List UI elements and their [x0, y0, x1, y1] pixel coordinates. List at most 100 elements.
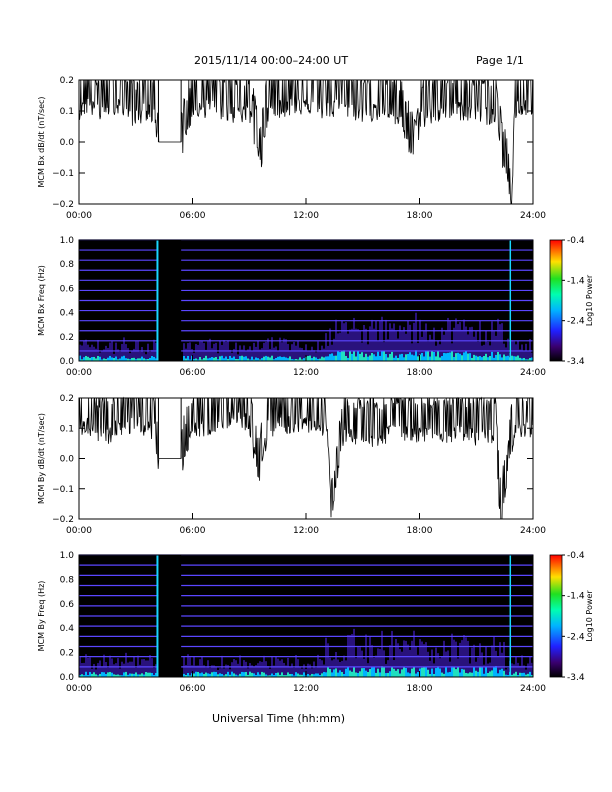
spectrogram-cell — [389, 671, 391, 677]
spectrogram-cell — [83, 340, 85, 358]
spectrogram-cell — [379, 649, 381, 673]
spectrogram-cell — [321, 356, 323, 361]
spectrogram-cell — [325, 356, 327, 361]
y-tick-label: 0.1 — [60, 107, 74, 117]
spectrogram-cell — [257, 340, 259, 359]
spectrogram-cell — [149, 351, 151, 358]
spectrogram-cell — [151, 349, 153, 356]
spectrogram-cell — [241, 349, 243, 356]
spectrogram-cell — [119, 675, 121, 677]
spectrogram-cell — [79, 355, 81, 361]
spectrogram-cell — [369, 636, 371, 669]
spectrogram-cell — [205, 349, 207, 356]
spectrogram-cell — [477, 356, 479, 361]
spectrogram-cell — [287, 672, 289, 677]
spectrogram-cell — [493, 357, 495, 361]
spectrogram-cell — [517, 340, 519, 356]
spectrogram-cell — [513, 664, 515, 674]
spectrogram-cell — [445, 666, 447, 677]
spectrogram-cell — [127, 662, 129, 675]
spectrogram-cell — [517, 662, 519, 676]
spectrogram-cell — [357, 672, 359, 677]
spectrogram-cell — [413, 630, 415, 667]
spectrogram-cell — [425, 323, 427, 351]
spectrogram-cell — [467, 673, 469, 677]
spectrogram-cell — [403, 327, 405, 358]
spectrogram-cell — [523, 357, 525, 361]
spectrogram-cell — [427, 350, 429, 361]
spectrogram-cell — [429, 673, 431, 677]
spectrogram-cell — [195, 665, 197, 672]
spectrogram-cell — [481, 652, 483, 668]
spectrogram-cell — [323, 671, 325, 677]
x-tick-label: 00:00 — [66, 684, 92, 694]
spectrogram-cell — [341, 671, 343, 677]
spectrogram-cell — [485, 353, 487, 361]
spectrogram-cell — [315, 357, 317, 361]
spectrogram-cell — [293, 359, 295, 361]
spectrogram-cell — [487, 663, 489, 673]
spectrogram-cell — [399, 325, 401, 355]
spectrogram-cell — [519, 349, 521, 358]
y-tick-label: −0.1 — [52, 169, 74, 179]
spectrogram-cell — [145, 671, 147, 677]
x-tick-label: 24:00 — [520, 211, 546, 221]
spectrogram-cell — [401, 353, 403, 361]
spectrogram-cell — [289, 350, 291, 357]
spectrogram-cell — [139, 664, 141, 675]
spectrogram-cell — [291, 663, 293, 674]
spectrogram-cell — [203, 665, 205, 674]
spectrogram-cell — [307, 351, 309, 356]
spectrogram-cell — [523, 665, 525, 673]
spectrogram-cell — [517, 675, 519, 677]
spectrogram-cell — [301, 359, 303, 361]
spectrogram-cell — [427, 341, 429, 351]
spectrogram-cell — [343, 323, 345, 351]
spectrogram-cell — [245, 350, 247, 357]
spectrogram-cell — [107, 348, 109, 358]
spectrogram-cell — [219, 673, 221, 677]
spectrogram-cell — [513, 673, 515, 677]
spectrogram-cell — [155, 664, 157, 673]
spectrogram-cell — [205, 355, 207, 361]
x-tick-label: 12:00 — [293, 684, 319, 694]
spectrogram-cell — [95, 348, 97, 359]
spectrogram-cell — [421, 352, 423, 361]
spectrogram-cell — [499, 354, 501, 361]
colorbar-tick-label: -3.4 — [567, 357, 585, 367]
spectrogram-cell — [373, 354, 375, 361]
spectrogram-cell — [97, 355, 99, 361]
spectrogram-cell — [209, 673, 211, 677]
spectrogram-cell — [141, 346, 143, 357]
spectrogram-cell — [497, 673, 499, 677]
spectrogram-cell — [365, 670, 367, 677]
spectrogram-cell — [479, 666, 481, 677]
spectrogram-cell — [275, 357, 277, 361]
spectrogram-cell — [229, 669, 231, 675]
spectrogram-cell — [337, 333, 339, 351]
spectrogram-cell — [377, 668, 379, 677]
spectrogram-cell — [197, 359, 199, 361]
spectrogram-cell — [501, 668, 503, 677]
spectrogram-cell — [213, 665, 215, 672]
x-tick-label: 06:00 — [180, 211, 206, 221]
spectrogram-cell — [235, 674, 237, 677]
spectrogram-cell — [437, 653, 439, 667]
spectrogram-cell — [191, 349, 193, 356]
spectrogram-cell — [255, 346, 257, 358]
spectrogram-cell — [241, 671, 243, 677]
spectrogram-cell — [487, 672, 489, 677]
spectrogram-cell — [183, 656, 185, 674]
spectrogram-cell — [311, 668, 313, 674]
spectrogram-cell — [327, 643, 329, 667]
spectrogram-cell — [233, 658, 235, 674]
spectrogram-cell — [273, 347, 275, 360]
spectrogram-cell — [411, 354, 413, 361]
spectrogram-cell — [403, 357, 405, 361]
spectrogram-cell — [417, 654, 419, 672]
spectrogram-cell — [339, 670, 341, 677]
spectrogram-cell — [291, 344, 293, 360]
spectrogram-cell — [187, 672, 189, 677]
spectrogram-cell — [525, 669, 527, 675]
spectrogram-cell — [385, 673, 387, 677]
